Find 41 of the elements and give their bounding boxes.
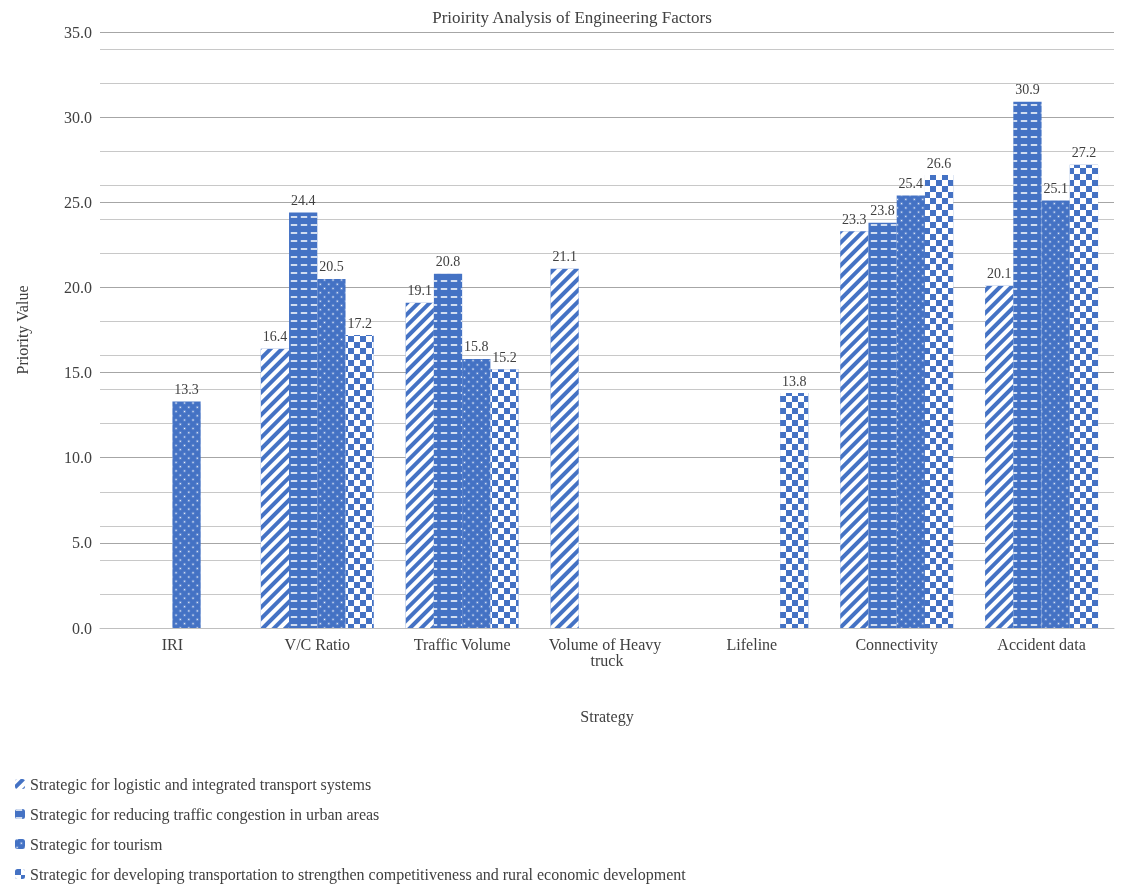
data-label: 13.3 [174,382,199,398]
data-label: 21.1 [552,249,577,265]
data-label: 25.1 [1043,181,1068,197]
data-label: 15.2 [492,349,517,365]
y-tick-label: 35.0 [64,23,92,41]
y-tick-label: 5.0 [72,534,92,552]
x-tick-label: V/C Ratio [284,635,350,653]
x-tick-label: Lifeline [726,635,778,653]
y-tick-label: 15.0 [64,364,92,382]
data-label: 23.8 [870,203,895,219]
legend-label: Strategic for reducing traffic congestion in urban areas [30,805,380,824]
data-label: 15.8 [464,339,489,355]
data-label: 27.2 [1071,145,1097,161]
data-label: 30.9 [1015,82,1040,98]
y-axis-title: Priority Value [13,285,32,375]
data-label: 13.8 [781,373,807,389]
data-label: 23.3 [842,211,867,227]
data-label: 20.1 [986,266,1012,282]
y-tick-label: 10.0 [64,449,92,467]
data-label: 20.5 [319,259,344,275]
x-tick-label: Traffic Volume [413,635,511,653]
data-label: 20.8 [435,254,461,270]
y-tick-label: 0.0 [72,619,92,637]
x-tick-label: Connectivity [855,635,939,654]
data-label: 16.4 [262,329,288,345]
y-tick-label: 20.0 [64,278,92,296]
data-label: 25.4 [898,175,924,191]
y-tick-label: 30.0 [64,108,92,126]
x-tick-label: Accident data [997,635,1086,653]
data-label: 17.2 [347,315,372,331]
y-tick-label: 25.0 [64,193,92,211]
legend-label: Strategic for developing transportation to strengthen competitiveness and rural economic development [30,865,687,884]
data-label: 19.1 [407,283,433,299]
legend-label: Strategic for logistic and integrated transport systems [30,775,372,794]
data-label: 24.4 [290,193,316,208]
data-label: 26.6 [926,155,952,171]
chart-title: Prioirity Analysis of Engineering Factors [432,8,712,27]
x-tick-label: Volume of Heavy truck [548,635,666,669]
x-tick-label: IRI [161,635,184,653]
x-axis-title: Strategy [580,707,634,726]
legend-label: Strategic for tourism [30,835,163,854]
